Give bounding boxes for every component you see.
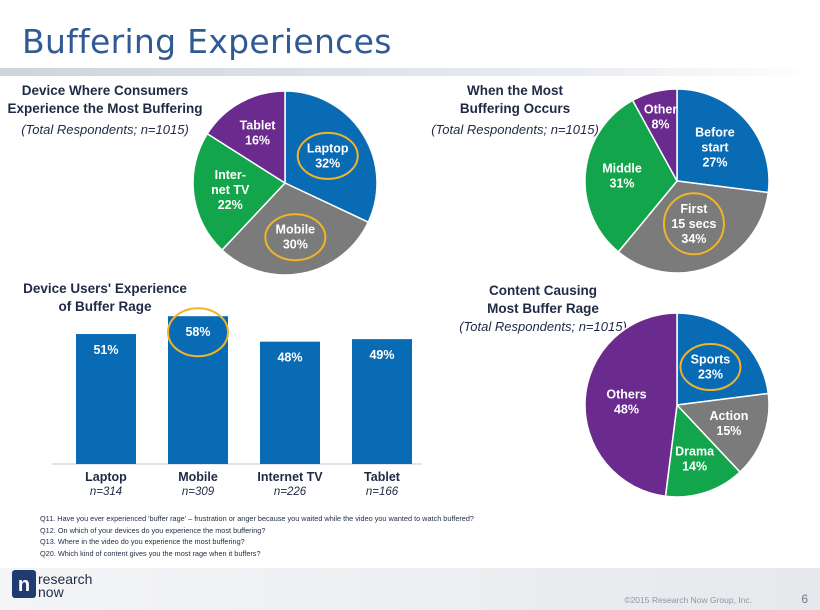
- logo-text-line1: research: [38, 571, 93, 587]
- timing-pie-chart: Before start 27% First 15 secs 34% Middle 31% Ot…: [584, 88, 770, 274]
- rage-bar: [352, 339, 412, 464]
- rage-bar-category-label: Laptop: [85, 470, 127, 484]
- rage-bar-sample-size: n=314: [90, 486, 122, 498]
- device-pie-title-line2: Experience the Most Buffering: [7, 101, 203, 116]
- content-pie-subtitle: (Total Respondents; n=1015): [459, 319, 627, 334]
- device-pie-title-line1: Device Where Consumers: [21, 83, 189, 98]
- content-pie-slice-label: Sports 23%: [691, 353, 731, 382]
- timing-pie-slice-label: Other 8%: [644, 102, 677, 131]
- rage-bar-chart: 51% Laptop n=314 58% Mobile n=309 48% Internet …: [52, 307, 422, 498]
- rage-bar: [76, 334, 136, 464]
- timing-pie-title-line1: When the Most: [467, 83, 563, 98]
- device-pie-subtitle: (Total Respondents; n=1015): [21, 122, 189, 137]
- rage-bar-title-line2: of Buffer Rage: [58, 299, 152, 314]
- device-pie-highlight-ring: [264, 213, 327, 262]
- note-q11: Q11. Have you ever experienced 'buffer r…: [40, 514, 474, 523]
- rage-bar-value-label: 58%: [185, 325, 210, 339]
- timing-pie-title: When the Most Buffering Occurs: [420, 82, 610, 118]
- logo-mark: n: [18, 574, 30, 596]
- content-pie-slice: [664, 403, 742, 498]
- copyright-text: ©2015 Research Now Group, Inc.: [624, 595, 752, 605]
- rage-bar: [260, 341, 320, 464]
- rage-bar-category-label: Tablet: [364, 470, 401, 484]
- note-q12: Q12. On which of your devices do you exp…: [40, 525, 266, 535]
- content-pie-slice: [584, 312, 678, 498]
- page-number: 6: [801, 592, 808, 606]
- device-pie-slice: [206, 90, 286, 185]
- logo-wordmark: research now: [38, 571, 93, 600]
- content-pie-title: Content Causing Most Buffer Rage: [448, 282, 638, 318]
- device-pie-slice: [284, 90, 378, 224]
- content-pie-slice: [675, 392, 770, 474]
- device-pie-slice-label: Tablet 16%: [240, 119, 277, 148]
- timing-pie-title-line2: Buffering Occurs: [459, 101, 571, 116]
- device-pie-slice-label: Laptop 32%: [307, 141, 349, 170]
- device-pie-title: Device Where Consumers Experience the Mo…: [0, 82, 210, 118]
- timing-pie-slice-label: First 15 secs 34%: [671, 202, 716, 246]
- content-pie-slice: [676, 312, 770, 406]
- page-title: Buffering Experiences: [22, 22, 392, 61]
- note-q13: Q13. Where in the video do you experienc…: [40, 537, 245, 546]
- rage-bar-category-label: Mobile: [178, 470, 218, 484]
- device-pie-slice-label: Mobile 30%: [276, 223, 316, 252]
- content-pie-highlight-ring: [679, 343, 742, 392]
- device-pie-chart: Laptop 32% Mobile 30% Inter-net TV 22% Tablet 1…: [192, 90, 378, 276]
- content-pie-title-line2: Most Buffer Rage: [487, 301, 599, 316]
- timing-pie-slice: [631, 88, 678, 182]
- rage-bar-highlight-ring: [167, 307, 229, 358]
- rage-bar-title-line1: Device Users' Experience: [23, 281, 187, 296]
- content-pie-slice-label: Drama 14%: [675, 445, 715, 474]
- rage-bar-value-label: 51%: [93, 343, 118, 357]
- logo-text-line2: now: [38, 584, 64, 600]
- rage-bar-sample-size: n=309: [182, 486, 215, 498]
- timing-pie-slice-label: Before start 27%: [695, 126, 735, 170]
- content-pie-slice-label: Action 15%: [709, 409, 748, 438]
- rage-bar-value-label: 49%: [369, 348, 394, 362]
- timing-pie-slice: [617, 180, 770, 274]
- content-pie-title-line1: Content Causing: [489, 283, 597, 298]
- rage-bar: [168, 316, 228, 464]
- timing-pie-slice: [676, 88, 770, 194]
- survey-notes: Q11. Have you ever experienced 'buffer r…: [40, 513, 474, 559]
- device-pie-highlight-ring: [296, 131, 359, 180]
- timing-pie-slice-label: Middle 31%: [602, 161, 642, 190]
- rage-bar-sample-size: n=166: [366, 486, 399, 498]
- timing-pie-subtitle: (Total Respondents; n=1015): [431, 122, 599, 137]
- content-pie-chart: Sports 23% Action 15% Drama 14% Others 48%: [584, 312, 770, 498]
- device-pie-slice: [220, 182, 370, 276]
- timing-pie-highlight-ring: [662, 192, 725, 256]
- rage-bar-sample-size: n=226: [274, 486, 307, 498]
- timing-pie-slice: [584, 99, 678, 253]
- rage-bar-category-label: Internet TV: [257, 470, 323, 484]
- device-pie-slice: [192, 132, 287, 252]
- content-pie-slice-label: Others 48%: [606, 387, 646, 416]
- footer-bar: [0, 568, 820, 610]
- device-pie-slice-label: Inter-net TV 22%: [211, 168, 250, 212]
- title-divider: [0, 68, 820, 76]
- note-q20: Q20. Which kind of content gives you the…: [40, 548, 261, 558]
- rage-bar-title: Device Users' Experience of Buffer Rage: [0, 280, 210, 316]
- research-now-logo-icon: n: [12, 570, 36, 598]
- rage-bar-value-label: 48%: [277, 351, 302, 365]
